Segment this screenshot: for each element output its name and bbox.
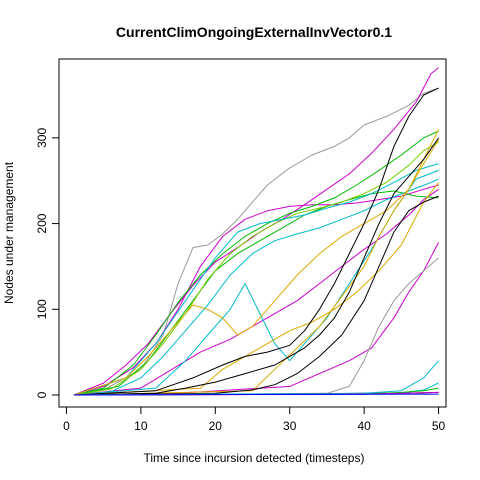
y-tick-label: 300 [35, 128, 49, 148]
y-axis-label: Nodes under management [2, 161, 16, 304]
series-line-8 [73, 141, 439, 396]
series-line-16 [73, 137, 440, 396]
series-line-17 [73, 195, 439, 396]
y-tick-label: 100 [35, 299, 49, 319]
series-line-12 [73, 139, 440, 396]
series-line-24 [73, 393, 439, 396]
chart-title: CurrentClimOngoingExternalInvVector0.1 [116, 24, 392, 40]
series-line-4 [73, 188, 439, 396]
series-line-6 [73, 130, 439, 396]
x-axis: 0 10 20 30 40 50 [63, 406, 446, 433]
x-tick-label: 10 [134, 419, 148, 433]
series-line-19 [73, 257, 439, 396]
y-axis: 0 100 200 300 [35, 128, 60, 398]
y-tick-label: 200 [35, 213, 49, 233]
series-line-13 [73, 129, 440, 396]
x-axis-label: Time since incursion detected (timesteps… [144, 451, 365, 465]
series-line-9 [73, 163, 439, 396]
series-line-3 [73, 184, 439, 396]
series-line-11 [73, 178, 439, 396]
series-group [73, 67, 440, 396]
series-line-14 [73, 182, 439, 396]
x-tick-label: 40 [357, 419, 371, 433]
x-tick-label: 20 [209, 419, 223, 433]
y-tick-label: 0 [35, 391, 49, 398]
x-tick-label: 50 [432, 419, 446, 433]
series-line-2 [73, 67, 439, 396]
x-tick-label: 30 [283, 419, 297, 433]
series-line-10 [73, 169, 439, 396]
series-line-7 [73, 190, 439, 396]
series-line-5 [73, 242, 440, 396]
x-tick-label: 0 [63, 419, 70, 433]
series-line-1 [73, 87, 439, 396]
series-line-15 [73, 87, 439, 396]
